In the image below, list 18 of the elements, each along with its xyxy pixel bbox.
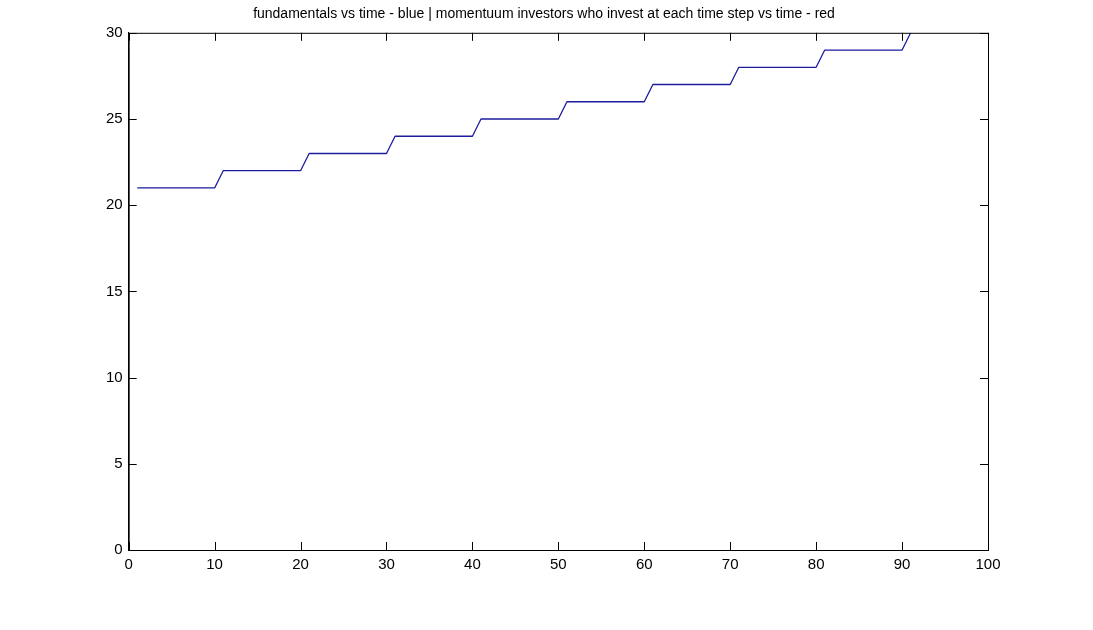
x-tick-label: 50	[550, 555, 567, 573]
y-tick-label: 5	[114, 453, 123, 471]
chart-title: fundamentals vs time - blue | momentuum investors who invest at each time step vs time - red	[253, 5, 835, 22]
x-tick-label: 70	[721, 555, 739, 573]
y-tick-label: 20	[106, 195, 123, 213]
y-tick-label: 10	[106, 367, 123, 385]
x-tick-label: 80	[807, 555, 825, 573]
y-tick-label: 0	[114, 540, 123, 558]
x-tick-label: 20	[292, 555, 309, 573]
x-tick-label: 60	[635, 555, 653, 573]
x-tick-label: 10	[206, 555, 223, 573]
y-tick-label: 25	[106, 109, 123, 127]
x-tick-label: 90	[893, 555, 911, 573]
x-tick-label: 100	[975, 555, 1001, 573]
y-tick-label: 15	[106, 281, 123, 299]
x-tick-label: 40	[464, 555, 481, 573]
y-tick-label: 30	[106, 22, 123, 40]
x-tick-label: 30	[378, 555, 395, 573]
